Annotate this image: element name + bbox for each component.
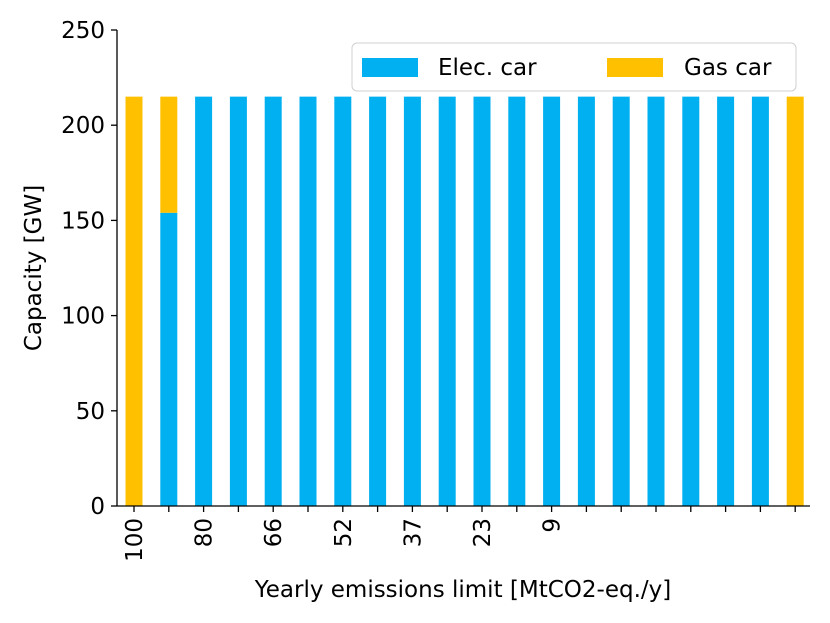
y-tick-label-150: 150 — [61, 208, 105, 234]
bar-elec-car-2 — [195, 96, 213, 506]
bars-layer — [125, 96, 804, 506]
bar-elec-car-6 — [334, 96, 352, 506]
bar-elec-car-17 — [717, 96, 735, 506]
x-tick-label-9: 9 — [540, 518, 566, 533]
legend-swatch-gas-car — [607, 58, 663, 77]
y-tick-label-200: 200 — [61, 113, 105, 139]
bar-elec-car-7 — [369, 96, 387, 506]
bar-gas-car-0 — [125, 96, 143, 506]
bar-elec-car-16 — [682, 96, 700, 506]
x-tick-label-100: 100 — [122, 518, 148, 562]
legend-frame — [351, 42, 797, 92]
bar-elec-car-18 — [751, 96, 769, 506]
x-tick-label-23: 23 — [470, 518, 496, 547]
x-axis-label: Yearly emissions limit [MtCO2-eq./y] — [254, 577, 671, 603]
bar-gas-car-19 — [786, 96, 804, 506]
x-tick-label-66: 66 — [261, 518, 287, 547]
legend-label-gas-car: Gas car — [684, 55, 772, 81]
bar-elec-car-3 — [229, 96, 247, 506]
legend: Elec. car Gas car — [351, 42, 797, 92]
y-axis-label: Capacity [GW] — [21, 185, 47, 351]
axes-layer: 0 50 100 150 200 250 100 80 66 52 37 23 9 — [61, 18, 810, 562]
bar-elec-car-10 — [473, 96, 491, 506]
y-tick-label-50: 50 — [76, 399, 105, 425]
bar-elec-car-9 — [438, 96, 456, 506]
bar-elec-car-8 — [403, 96, 421, 506]
y-tick-label-100: 100 — [61, 304, 105, 330]
x-tick-label-37: 37 — [400, 518, 426, 547]
bar-elec-car-14 — [612, 96, 630, 506]
x-tick-label-52: 52 — [331, 518, 357, 547]
y-tick-label-0: 0 — [90, 494, 105, 520]
bar-elec-car-12 — [543, 96, 561, 506]
bar-elec-car-13 — [577, 96, 595, 506]
bar-elec-car-5 — [299, 96, 317, 506]
bar-elec-car-11 — [508, 96, 526, 506]
bar-elec-car-4 — [264, 96, 282, 506]
bar-elec-car-15 — [647, 96, 665, 506]
bar-gas-car-1 — [160, 96, 178, 213]
bar-elec-car-1 — [160, 212, 178, 506]
x-tick-label-80: 80 — [192, 518, 218, 547]
y-tick-label-250: 250 — [61, 18, 105, 44]
legend-label-elec-car: Elec. car — [438, 55, 537, 81]
legend-swatch-elec-car — [362, 58, 418, 77]
